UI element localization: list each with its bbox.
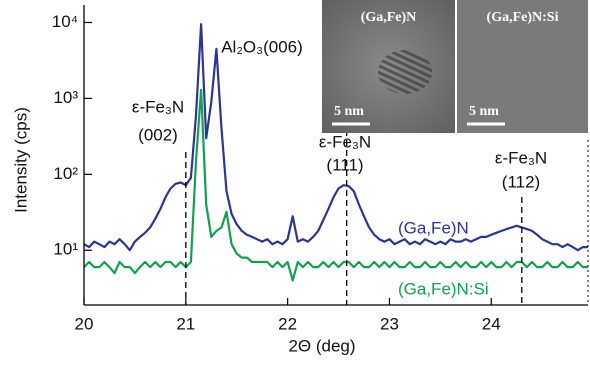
annotation: (111) xyxy=(326,155,363,174)
x-tick-label: 23 xyxy=(380,314,399,333)
y-tick-label: 10¹ xyxy=(53,240,78,259)
inset-image xyxy=(457,0,588,133)
annotation: ε-Fe₃N xyxy=(319,132,371,151)
annotation: Al₂O₃(006) xyxy=(221,37,303,56)
annotation: ε-Fe₃N xyxy=(495,148,547,167)
scale-label: 5 nm xyxy=(469,104,499,119)
annotation: ε-Fe₃N xyxy=(132,97,184,116)
x-axis-label: 2Θ (deg) xyxy=(288,336,355,355)
series-label: (Ga,Fe)N:Si xyxy=(398,279,489,298)
inset-label: (Ga,Fe)N:Si xyxy=(487,10,559,25)
y-axis-label: Intensity (cps) xyxy=(11,107,30,213)
scale-label: 5 nm xyxy=(334,104,364,119)
x-tick-label: 22 xyxy=(278,314,297,333)
nanoparticle xyxy=(378,50,432,94)
inset-label: (Ga,Fe)N xyxy=(361,10,417,25)
series-line xyxy=(83,88,588,282)
y-tick-label: 10⁴ xyxy=(52,12,78,31)
series-label: (Ga,Fe)N xyxy=(398,218,469,237)
x-tick-label: 20 xyxy=(75,314,94,333)
series-line xyxy=(83,23,588,252)
annotation: (112) xyxy=(502,172,540,191)
x-tick-label: 21 xyxy=(176,314,195,333)
annotation: (002) xyxy=(138,125,178,144)
y-tick-label: 10² xyxy=(53,164,78,183)
x-tick-label: 24 xyxy=(482,314,501,333)
y-tick-label: 10³ xyxy=(53,88,78,107)
